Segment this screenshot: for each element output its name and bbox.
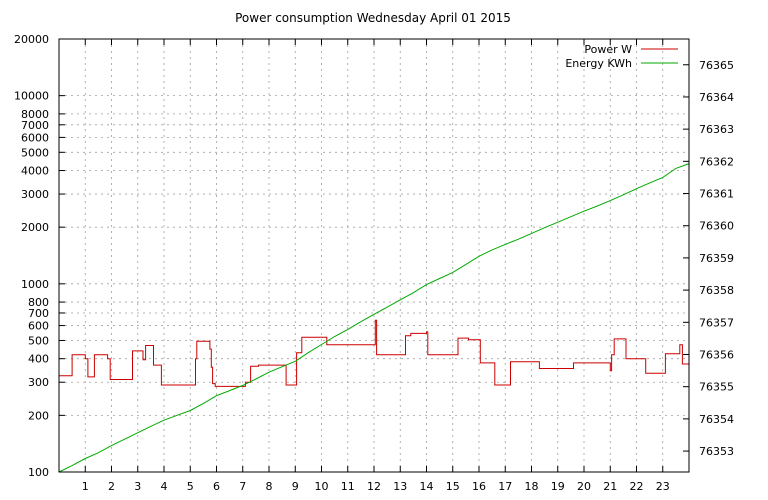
x-axis-tick-labels: 1 2 3 4 5 6 7 8 9 10 11 12 13 14 15 16 17 18 19 20 21 22 23 — [82, 480, 670, 493]
x-tick-label: 21 — [603, 480, 617, 493]
x-tick-label: 1 — [82, 480, 89, 493]
axis-ticks — [59, 38, 689, 473]
y-right-tick-label: 76356 — [699, 348, 734, 361]
y-right-tick-label: 76362 — [699, 155, 734, 168]
y-right-tick-label: 76355 — [699, 381, 734, 394]
x-tick-label: 19 — [551, 480, 565, 493]
x-tick-label: 16 — [472, 480, 486, 493]
x-tick-label: 6 — [213, 480, 220, 493]
y-right-tick-label: 76359 — [699, 252, 734, 265]
right-axis-tick-labels: 76353 76354 76355 76356 76357 76358 76359 76360… — [699, 59, 734, 458]
x-tick-label: 13 — [393, 480, 407, 493]
x-tick-label: 11 — [341, 480, 355, 493]
y-left-tick-label: 5000 — [21, 146, 49, 159]
y-right-tick-label: 76354 — [699, 413, 734, 426]
x-tick-label: 23 — [656, 480, 670, 493]
y-right-tick-label: 76353 — [699, 445, 734, 458]
x-tick-label: 3 — [134, 480, 141, 493]
y-left-tick-label: 500 — [28, 334, 49, 347]
y-left-tick-label: 400 — [28, 353, 49, 366]
y-left-tick-label: 600 — [28, 320, 49, 333]
y-right-tick-label: 76360 — [699, 220, 734, 233]
y-left-tick-label: 1000 — [21, 278, 49, 291]
plot-border — [58, 38, 690, 473]
x-tick-label: 4 — [161, 480, 168, 493]
y-right-tick-label: 76364 — [699, 91, 734, 104]
y-right-tick-label: 76363 — [699, 123, 734, 136]
y-right-tick-label: 76357 — [699, 316, 734, 329]
x-tick-label: 9 — [292, 480, 299, 493]
y-left-tick-label: 2000 — [21, 221, 49, 234]
legend-label-power: Power W — [584, 43, 632, 56]
x-tick-label: 20 — [577, 480, 591, 493]
y-left-tick-label: 100 — [28, 466, 49, 479]
legend: Power W Energy KWh — [565, 43, 678, 70]
y-right-tick-label: 76358 — [699, 284, 734, 297]
x-tick-label: 15 — [446, 480, 460, 493]
x-tick-label: 17 — [498, 480, 512, 493]
y-left-tick-label: 20000 — [14, 33, 49, 46]
y-right-tick-label: 76365 — [699, 59, 734, 72]
legend-label-energy: Energy KWh — [565, 57, 632, 70]
y-left-tick-label: 800 — [28, 296, 49, 309]
series-line-power-w — [59, 319, 689, 387]
x-tick-label: 5 — [187, 480, 194, 493]
y-left-tick-label: 700 — [28, 307, 49, 320]
y-left-tick-label: 300 — [28, 376, 49, 389]
chart-title: Power consumption Wednesday April 01 201… — [235, 11, 511, 25]
x-tick-label: 2 — [108, 480, 115, 493]
x-tick-label: 22 — [630, 480, 644, 493]
series-line-energy-kwh — [58, 163, 690, 473]
x-tick-label: 7 — [239, 480, 246, 493]
y-left-tick-label: 7000 — [21, 119, 49, 132]
series-layer — [58, 163, 690, 473]
x-tick-label: 8 — [266, 480, 273, 493]
y-right-tick-label: 76361 — [699, 188, 734, 201]
y-left-tick-label: 10000 — [14, 90, 49, 103]
x-tick-label: 10 — [315, 480, 329, 493]
y-left-tick-label: 6000 — [21, 131, 49, 144]
x-tick-label: 12 — [367, 480, 381, 493]
y-left-tick-label: 4000 — [21, 165, 49, 178]
y-left-tick-label: 200 — [28, 409, 49, 422]
y-left-tick-label: 8000 — [21, 108, 49, 121]
y-left-tick-label: 3000 — [21, 188, 49, 201]
grid-lines — [59, 39, 689, 472]
x-tick-label: 18 — [525, 480, 539, 493]
x-tick-label: 14 — [420, 480, 434, 493]
